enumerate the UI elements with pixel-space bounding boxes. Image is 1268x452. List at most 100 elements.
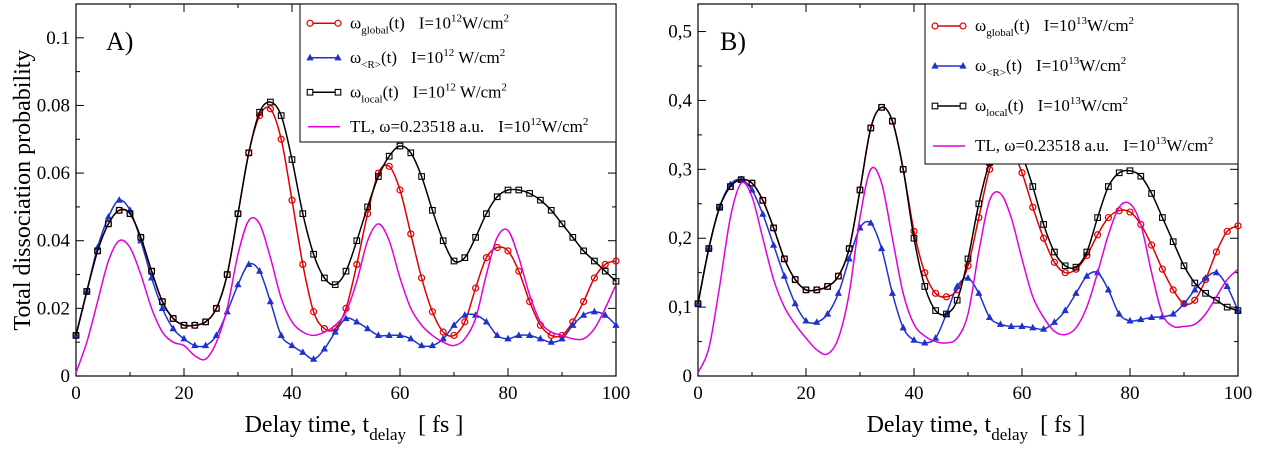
data-point [759,210,767,217]
legend-label-exp: 13 [1068,55,1080,67]
legend-label-args: (t) [1008,96,1024,115]
data-point [526,331,534,339]
data-point [482,254,490,262]
x-axis-title: Delay time, tdelay [ fs ] [245,412,464,444]
data-point [461,318,469,326]
y-tick-label: 0.08 [37,95,70,116]
x-axis-title: Delay time, tdelay [ fs ] [867,412,1086,444]
data-point [580,247,587,255]
panel-label: A) [106,27,133,56]
data-point [601,311,609,318]
data-point [579,298,588,306]
data-point [439,237,447,245]
data-point [256,267,264,274]
data-point [364,324,372,332]
data-point [781,255,788,263]
legend-label-args: (t) [383,82,399,101]
panel-label: B) [720,27,746,56]
data-point [385,162,393,170]
data-point [493,193,501,201]
y-tick-label: 0,1 [668,297,692,318]
data-point [547,338,555,345]
data-point [1126,208,1134,216]
data-point [932,334,940,341]
y-tick-label: 0 [683,366,693,387]
series-line [75,216,617,373]
data-point [1105,183,1112,190]
data-point [1212,268,1220,276]
data-point [1018,169,1026,177]
data-point [418,173,425,180]
series-local [694,103,1242,318]
data-point [878,103,885,111]
legend-label-pre: I=10 [1036,56,1068,75]
data-point [964,274,972,281]
data-point [931,289,940,297]
data-point [418,341,426,349]
legend-label: ωlocal(t) I=1013W/cm2 [975,95,1128,119]
data-point [418,274,426,282]
data-point [1039,234,1048,242]
legend-label: ωglobal(t) I=1013W/cm2 [975,15,1134,39]
data-point [461,311,469,318]
data-point [493,331,501,339]
data-point [180,321,188,329]
data-point [612,277,620,285]
data-point [428,341,436,349]
data-point [1083,272,1091,279]
data-point [1115,169,1123,177]
data-point [791,276,799,283]
data-point [1040,325,1048,332]
data-point [342,314,350,322]
legend-label-post: W/cm [454,48,499,67]
legend-label-unit-exp: 2 [1129,15,1135,27]
data-point [1180,299,1188,307]
legend-box [299,3,617,143]
data-point [504,247,512,255]
data-point [612,257,620,265]
legend-label-pre: I=10 [1044,16,1076,35]
data-point [115,206,123,214]
legend-swatch-marker [306,19,314,27]
data-point [943,310,950,318]
data-point [1159,214,1166,221]
data-point [1126,167,1134,175]
data-point [899,165,907,173]
legend-swatch-marker [959,62,967,69]
legend-label-unit-exp: 2 [1208,135,1214,147]
data-point [515,331,523,339]
data-point [537,196,544,204]
data-point [1158,265,1167,273]
data-point [83,288,91,295]
x-tick-label: 40 [905,383,924,404]
legend-swatch-marker [931,62,939,69]
y-tick-label: 0.06 [37,163,70,184]
data-point [1137,220,1145,229]
data-point [1018,322,1026,329]
data-point [450,321,458,328]
x-tick-label: 20 [797,383,816,404]
legend-label-pre: I=10 [413,82,445,101]
data-point [288,196,296,204]
data-point [899,323,907,331]
legend-label: ω<R>(t) I=1012 W/cm2 [350,47,505,71]
data-point [824,310,832,317]
legend-label-sub: global [986,27,1014,39]
data-point [727,183,734,190]
data-point [396,142,404,150]
legend-label-sym: ω [975,56,986,75]
legend-label-unit-exp: 2 [1122,95,1128,107]
data-point [1202,274,1210,281]
data-point [515,267,523,275]
data-point [191,321,199,329]
legend-label-exp: 12 [443,47,454,59]
series-line [697,106,1239,316]
data-point [834,289,842,296]
data-point [770,241,778,248]
data-point [975,289,983,296]
legend-label-sym: ω [975,96,986,115]
data-point [321,274,328,282]
data-point [694,300,702,308]
data-point [234,210,242,218]
